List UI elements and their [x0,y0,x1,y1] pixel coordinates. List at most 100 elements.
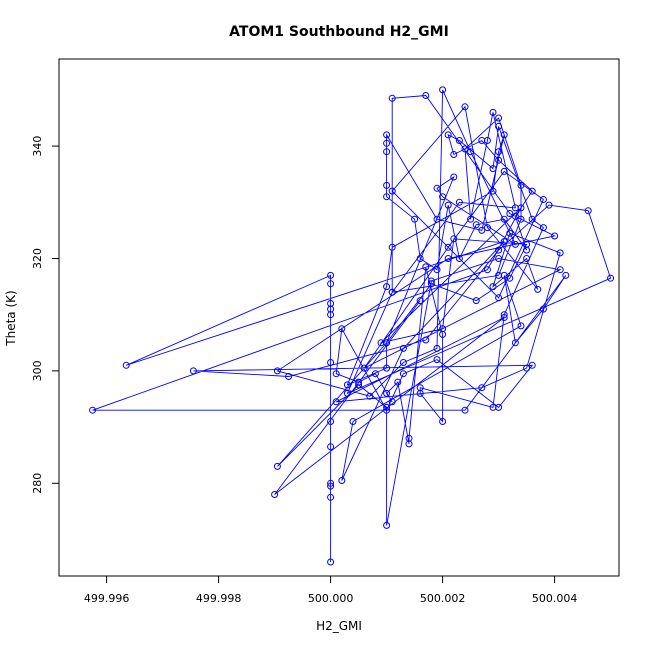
data-point [500,131,508,139]
data-point [528,215,536,223]
data-point [478,384,486,392]
data-point [327,271,335,279]
data-point [360,364,368,372]
data-point [506,210,514,217]
data-point [483,266,491,274]
data-point [444,243,452,251]
data-point [388,187,396,195]
data-point [495,294,503,302]
data-point [444,201,452,209]
data-point [89,406,97,414]
data-point [383,193,391,201]
data-point [189,367,197,375]
data-point [411,215,419,223]
x-axis: 499.996 499.998 500.000 500.002 500.004 [84,575,578,605]
data-point [388,288,396,296]
data-point [489,165,497,173]
x-tick-label: 500.000 [308,592,354,605]
data-point [523,255,531,262]
data-point [495,148,503,156]
data-point [271,491,279,498]
data-point [439,86,447,94]
data-point [122,361,130,369]
data-point [383,521,391,529]
data-point [327,479,335,487]
data-point [327,482,335,490]
data-point [285,373,293,380]
series-group [89,86,615,566]
data-point [500,215,508,223]
data-point [399,344,407,352]
y-tick-label: 340 [31,136,44,157]
data-point [500,167,508,175]
data-point [444,255,452,262]
x-axis-label: H2_GMI [316,619,362,633]
data-point [422,92,430,99]
data-point [517,322,525,330]
data-point [545,201,553,209]
data-point [500,314,508,321]
data-point [439,330,447,338]
data-point [433,356,441,364]
data-point [433,344,441,352]
data-point [332,370,340,378]
data-point [450,151,458,158]
data-point [495,246,503,254]
data-point [399,359,407,366]
data-point [506,229,514,237]
data-point [405,440,413,448]
data-point [455,255,463,262]
data-point [450,235,458,243]
data-point [495,271,503,279]
y-tick-label: 300 [31,360,44,381]
data-point [500,311,508,319]
data-point [327,493,335,501]
y-axis-label: Theta (K) [4,290,18,346]
data-point [338,325,346,333]
data-point [439,193,447,201]
data-point [556,266,564,274]
data-point [327,418,335,425]
series-line [92,89,612,562]
data-point [517,215,525,223]
data-point [539,224,547,232]
y-tick-label: 320 [31,248,44,269]
data-point [511,204,519,212]
data-point [461,406,469,414]
y-axis: 280 300 320 340 [31,136,60,494]
data-point [427,280,435,288]
data-point [539,196,547,203]
data-point [327,558,335,566]
data-point [355,381,363,389]
x-tick-label: 500.004 [532,592,578,605]
data-point [489,108,497,116]
data-point [551,232,559,240]
data-point [366,392,374,400]
data-point [472,297,480,305]
data-point [467,215,475,223]
data-point [495,403,503,411]
data-point [327,280,335,288]
data-point [327,443,335,451]
chart-title: ATOM1 Southbound H2_GMI [229,24,449,40]
data-point [528,361,536,369]
plot-frame [58,58,620,577]
data-point [273,367,281,375]
data-point [528,187,536,195]
data-point [383,339,391,347]
data-point [383,131,391,139]
x-tick-label: 500.002 [420,592,466,605]
data-point [388,243,396,251]
data-point [343,389,351,397]
data-point [489,283,497,291]
data-point [383,148,391,156]
data-point [388,94,396,102]
data-point [472,221,480,229]
data-point [467,148,475,156]
data-point [433,215,441,223]
data-point [489,187,497,195]
data-point [439,418,447,425]
data-point [383,283,391,291]
data-point [383,139,391,147]
